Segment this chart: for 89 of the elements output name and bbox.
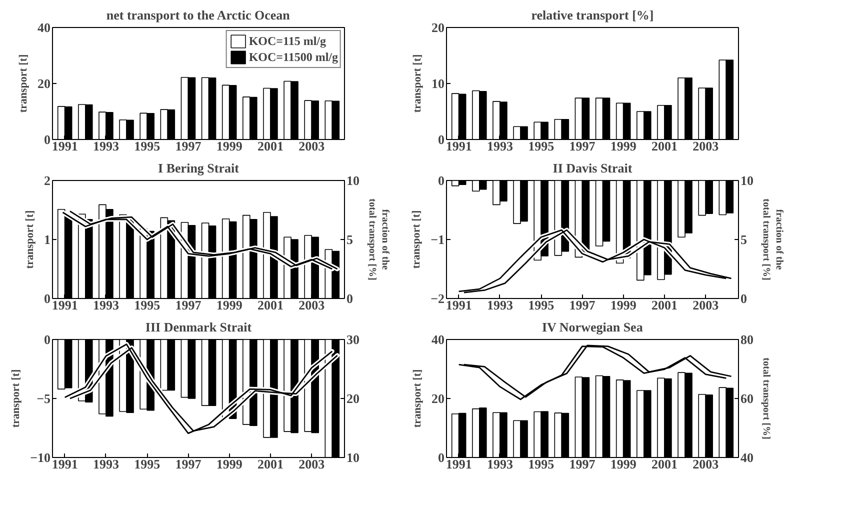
y-tick-label: 20 — [432, 391, 444, 406]
x-tick-label: 2003 — [298, 456, 326, 472]
y-tick-label: −10 — [30, 450, 51, 465]
y-tick-label: 2 — [44, 173, 50, 188]
x-tick-label: 2001 — [651, 138, 678, 154]
x-tick-label: 2003 — [692, 138, 720, 154]
x-tick-label: 2001 — [257, 298, 284, 312]
y-axis-title: transport [t] — [10, 369, 22, 428]
y-axis-title: transport [t] — [412, 54, 424, 113]
x-tick-label: 2001 — [257, 456, 284, 472]
chart-title: net transport to the Arctic Ocean — [106, 8, 291, 22]
x-tick-label: 1993 — [92, 456, 120, 472]
y-axis-title: transport [t] — [24, 210, 36, 269]
y-tick-label: 0 — [438, 132, 444, 147]
y-tick-label: −5 — [36, 391, 51, 406]
y2-tick-label: 80 — [740, 332, 754, 347]
x-tick-label: 1997 — [175, 456, 202, 472]
x-tick-label: 1995 — [134, 138, 161, 154]
x-tick-label: 1999 — [216, 298, 243, 312]
y2-tick-label: 5 — [346, 232, 354, 247]
chart-title: I Bering Strait — [158, 160, 240, 176]
y2-tick-label: 0 — [740, 291, 747, 306]
x-tick-label: 1999 — [610, 456, 637, 472]
y2-tick-label: 60 — [740, 391, 754, 406]
y-tick-label: 0 — [44, 332, 50, 347]
x-tick-label: 1993 — [486, 298, 514, 312]
y-tick-label: 0 — [438, 450, 444, 465]
y2-tick-label: 10 — [740, 173, 754, 188]
y2-tick-label: 10 — [346, 173, 360, 188]
x-tick-label: 2001 — [257, 138, 284, 154]
legend-label: KOC=11500 ml/g — [248, 50, 338, 64]
y-tick-label: 0 — [44, 291, 50, 306]
y-axis-title: transport [t] — [412, 369, 424, 428]
y2-tick-label: 10 — [346, 450, 360, 465]
y-axis-title: transport [t] — [18, 54, 30, 113]
y-tick-label: 10 — [432, 76, 444, 91]
x-tick-label: 1995 — [134, 456, 161, 472]
x-tick-label: 2003 — [692, 456, 720, 472]
x-tick-label: 1995 — [528, 298, 555, 312]
legend-label: KOC=115 ml/g — [248, 34, 326, 48]
y-tick-label: −2 — [430, 291, 445, 306]
y2-tick-label: 30 — [346, 332, 360, 347]
chart-title: relative transport [%] — [531, 8, 654, 22]
x-tick-label: 1991 — [446, 138, 472, 154]
x-tick-label: 2001 — [651, 298, 678, 312]
y2-tick-label: 5 — [740, 232, 748, 247]
x-tick-label: 1991 — [52, 298, 78, 312]
y2-axis-title: total transport [%] — [760, 358, 772, 440]
x-tick-label: 1991 — [52, 456, 78, 472]
x-tick-label: 1999 — [216, 456, 243, 472]
x-tick-label: 2001 — [651, 456, 678, 472]
y-tick-label: −1 — [430, 232, 445, 247]
chart-title: IV Norwegian Sea — [542, 320, 644, 334]
y-axis-title: transport [t] — [410, 210, 423, 269]
x-tick-label: 1993 — [486, 138, 514, 154]
x-tick-label: 1997 — [569, 298, 596, 312]
y-tick-label: 40 — [432, 332, 444, 347]
x-tick-label: 1991 — [446, 298, 472, 312]
y-tick-label: 20 — [432, 20, 444, 35]
x-tick-label: 1993 — [486, 456, 514, 472]
x-tick-label: 1997 — [175, 138, 202, 154]
x-tick-label: 1997 — [569, 138, 596, 154]
x-tick-label: 1995 — [134, 298, 161, 312]
x-tick-label: 2003 — [298, 138, 326, 154]
chart-title: II Davis Strait — [552, 160, 633, 176]
x-tick-label: 1993 — [92, 298, 120, 312]
y2-tick-label: 0 — [346, 291, 353, 306]
x-tick-label: 1995 — [528, 138, 555, 154]
y-tick-label: 20 — [38, 76, 50, 91]
x-tick-label: 1999 — [610, 298, 637, 312]
x-tick-label: 2003 — [692, 298, 720, 312]
x-tick-label: 1997 — [569, 456, 596, 472]
x-tick-label: 1995 — [528, 456, 555, 472]
y2-tick-label: 40 — [740, 450, 754, 465]
x-tick-label: 1991 — [446, 456, 472, 472]
x-tick-label: 1999 — [610, 138, 637, 154]
chart-title: III Denmark Strait — [145, 320, 252, 334]
y-tick-label: 40 — [38, 20, 50, 35]
y-tick-label: 1 — [44, 232, 50, 247]
x-tick-label: 1991 — [52, 138, 78, 154]
x-tick-label: 1997 — [175, 298, 202, 312]
x-tick-label: 2003 — [298, 298, 326, 312]
y2-axis-title: fraction of the total transport [%] — [760, 198, 785, 280]
y2-axis-title: fraction of the total transport [%] — [366, 198, 391, 280]
y-tick-label: 0 — [438, 173, 444, 188]
y2-tick-label: 20 — [346, 391, 360, 406]
x-tick-label: 1993 — [92, 138, 120, 154]
y-tick-label: 0 — [44, 132, 50, 147]
x-tick-label: 1999 — [216, 138, 243, 154]
